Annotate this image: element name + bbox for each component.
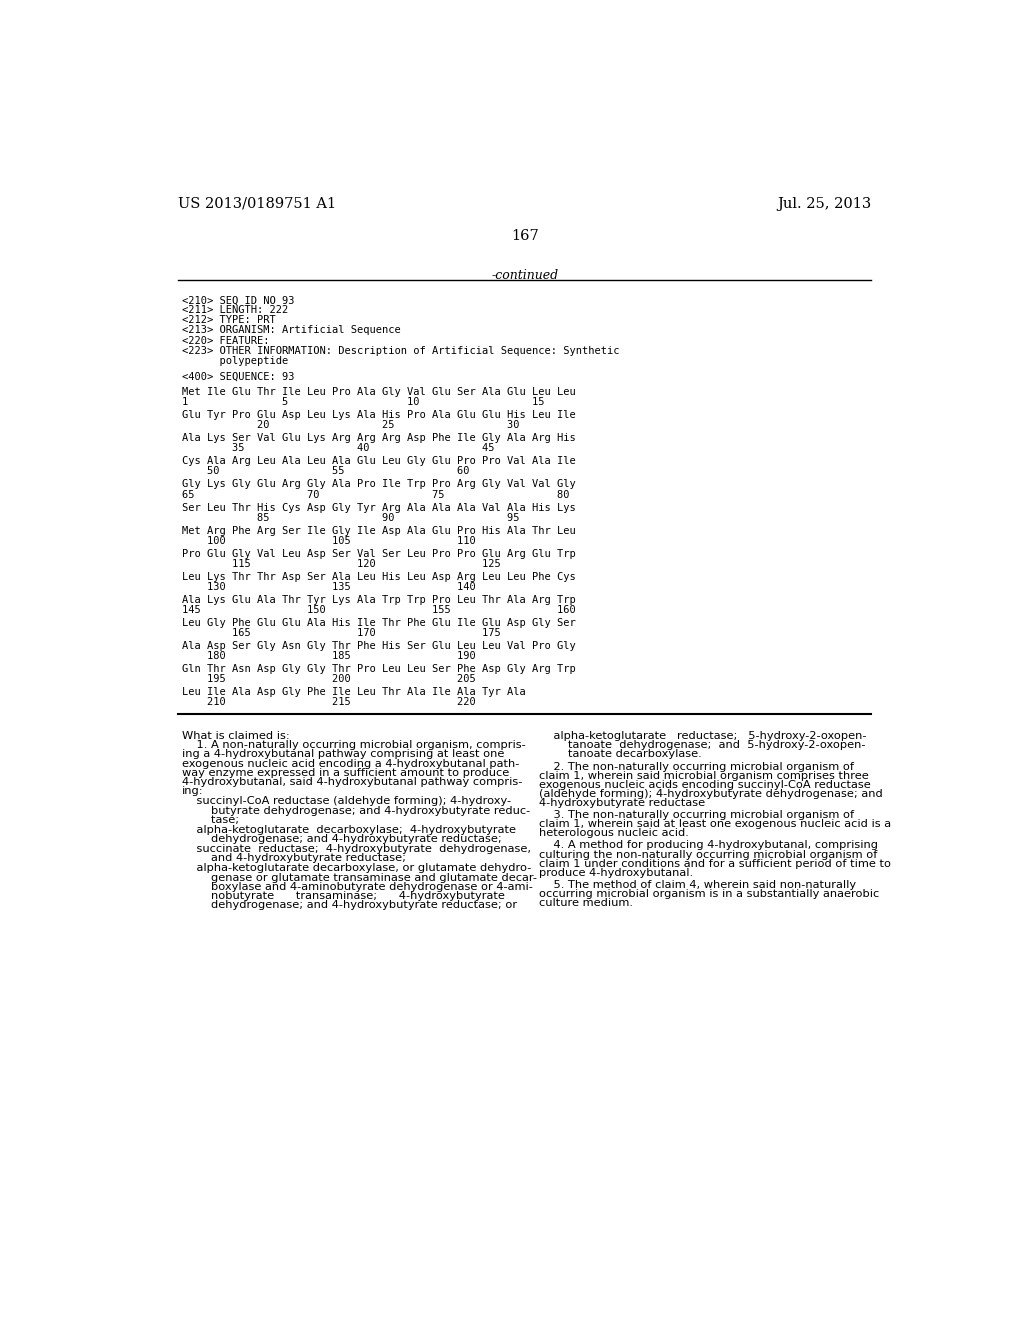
Text: boxylase and 4-aminobutyrate dehydrogenase or 4-ami-: boxylase and 4-aminobutyrate dehydrogena… [182,882,534,892]
Text: dehydrogenase; and 4-hydroxybutyrate reductase; or: dehydrogenase; and 4-hydroxybutyrate red… [182,900,517,909]
Text: 65                  70                  75                  80: 65 70 75 80 [182,490,569,499]
Text: 145                 150                 155                 160: 145 150 155 160 [182,605,575,615]
Text: 130                 135                 140: 130 135 140 [182,582,476,591]
Text: Leu Gly Phe Glu Glu Ala His Ile Thr Phe Glu Ile Glu Asp Gly Ser: Leu Gly Phe Glu Glu Ala His Ile Thr Phe … [182,618,575,628]
Text: ing a 4-hydroxybutanal pathway comprising at least one: ing a 4-hydroxybutanal pathway comprisin… [182,750,505,759]
Text: 85                  90                  95: 85 90 95 [182,512,520,523]
Text: Jul. 25, 2013: Jul. 25, 2013 [777,197,871,211]
Text: 35                  40                  45: 35 40 45 [182,444,495,453]
Text: Ala Asp Ser Gly Asn Gly Thr Phe His Ser Glu Leu Leu Val Pro Gly: Ala Asp Ser Gly Asn Gly Thr Phe His Ser … [182,642,575,651]
Text: 5. The method of claim 4, wherein said non-naturally: 5. The method of claim 4, wherein said n… [539,880,856,890]
Text: alpha-ketoglutarate  decarboxylase;  4-hydroxybutyrate: alpha-ketoglutarate decarboxylase; 4-hyd… [182,825,516,834]
Text: and 4-hydroxybutyrate reductase;: and 4-hydroxybutyrate reductase; [182,853,407,863]
Text: <211> LENGTH: 222: <211> LENGTH: 222 [182,305,289,315]
Text: 50                  55                  60: 50 55 60 [182,466,470,477]
Text: <223> OTHER INFORMATION: Description of Artificial Sequence: Synthetic: <223> OTHER INFORMATION: Description of … [182,346,620,355]
Text: 1               5                   10                  15: 1 5 10 15 [182,397,545,407]
Text: <212> TYPE: PRT: <212> TYPE: PRT [182,315,276,326]
Text: nobutyrate      transaminase;      4-hydroxybutyrate: nobutyrate transaminase; 4-hydroxybutyra… [182,891,505,900]
Text: ing:: ing: [182,785,204,796]
Text: 180                 185                 190: 180 185 190 [182,651,476,661]
Text: 115                 120                 125: 115 120 125 [182,558,501,569]
Text: Ser Leu Thr His Cys Asp Gly Tyr Arg Ala Ala Ala Val Ala His Lys: Ser Leu Thr His Cys Asp Gly Tyr Arg Ala … [182,503,575,512]
Text: heterologous nucleic acid.: heterologous nucleic acid. [539,829,688,838]
Text: exogenous nucleic acids encoding succinyl-CoA reductase: exogenous nucleic acids encoding succiny… [539,780,870,789]
Text: 3. The non-naturally occurring microbial organism of: 3. The non-naturally occurring microbial… [539,810,854,820]
Text: Gly Lys Gly Glu Arg Gly Ala Pro Ile Trp Pro Arg Gly Val Val Gly: Gly Lys Gly Glu Arg Gly Ala Pro Ile Trp … [182,479,575,490]
Text: 100                 105                 110: 100 105 110 [182,536,476,545]
Text: Ala Lys Glu Ala Thr Tyr Lys Ala Trp Trp Pro Leu Thr Ala Arg Trp: Ala Lys Glu Ala Thr Tyr Lys Ala Trp Trp … [182,595,575,605]
Text: Leu Ile Ala Asp Gly Phe Ile Leu Thr Ala Ile Ala Tyr Ala: Leu Ile Ala Asp Gly Phe Ile Leu Thr Ala … [182,688,526,697]
Text: Leu Lys Thr Thr Asp Ser Ala Leu His Leu Asp Arg Leu Leu Phe Cys: Leu Lys Thr Thr Asp Ser Ala Leu His Leu … [182,572,575,582]
Text: <400> SEQUENCE: 93: <400> SEQUENCE: 93 [182,372,295,381]
Text: Pro Glu Gly Val Leu Asp Ser Val Ser Leu Pro Pro Glu Arg Glu Trp: Pro Glu Gly Val Leu Asp Ser Val Ser Leu … [182,549,575,558]
Text: succinate  reductase;  4-hydroxybutyrate  dehydrogenase,: succinate reductase; 4-hydroxybutyrate d… [182,845,531,854]
Text: 195                 200                 205: 195 200 205 [182,675,476,684]
Text: exogenous nucleic acid encoding a 4-hydroxybutanal path-: exogenous nucleic acid encoding a 4-hydr… [182,759,519,768]
Text: 4. A method for producing 4-hydroxybutanal, comprising: 4. A method for producing 4-hydroxybutan… [539,841,878,850]
Text: US 2013/0189751 A1: US 2013/0189751 A1 [178,197,337,211]
Text: claim 1 under conditions and for a sufficient period of time to: claim 1 under conditions and for a suffi… [539,858,891,869]
Text: 2. The non-naturally occurring microbial organism of: 2. The non-naturally occurring microbial… [539,762,854,772]
Text: Met Arg Phe Arg Ser Ile Gly Ile Asp Ala Glu Pro His Ala Thr Leu: Met Arg Phe Arg Ser Ile Gly Ile Asp Ala … [182,525,575,536]
Text: 165                 170                 175: 165 170 175 [182,628,501,638]
Text: <210> SEQ ID NO 93: <210> SEQ ID NO 93 [182,296,295,305]
Text: Ala Lys Ser Val Glu Lys Arg Arg Arg Asp Phe Ile Gly Ala Arg His: Ala Lys Ser Val Glu Lys Arg Arg Arg Asp … [182,433,575,444]
Text: culture medium.: culture medium. [539,898,633,908]
Text: tanoate decarboxylase.: tanoate decarboxylase. [539,750,701,759]
Text: -continued: -continued [492,268,558,281]
Text: <220> FEATURE:: <220> FEATURE: [182,335,269,346]
Text: culturing the non-naturally occurring microbial organism of: culturing the non-naturally occurring mi… [539,850,878,859]
Text: What is claimed is:: What is claimed is: [182,731,290,742]
Text: tanoate  dehydrogenase;  and  5-hydroxy-2-oxopen-: tanoate dehydrogenase; and 5-hydroxy-2-o… [539,741,865,750]
Text: 20                  25                  30: 20 25 30 [182,420,520,430]
Text: claim 1, wherein said at least one exogenous nucleic acid is a: claim 1, wherein said at least one exoge… [539,820,891,829]
Text: Gln Thr Asn Asp Gly Gly Thr Pro Leu Leu Ser Phe Asp Gly Arg Trp: Gln Thr Asn Asp Gly Gly Thr Pro Leu Leu … [182,664,575,675]
Text: way enzyme expressed in a sufficient amount to produce: way enzyme expressed in a sufficient amo… [182,768,510,777]
Text: polypeptide: polypeptide [182,355,289,366]
Text: 4-hydroxybutanal, said 4-hydroxybutanal pathway compris-: 4-hydroxybutanal, said 4-hydroxybutanal … [182,776,522,787]
Text: 167: 167 [511,230,539,243]
Text: Met Ile Glu Thr Ile Leu Pro Ala Gly Val Glu Ser Ala Glu Leu Leu: Met Ile Glu Thr Ile Leu Pro Ala Gly Val … [182,387,575,397]
Text: 4-hydroxybutyrate reductase: 4-hydroxybutyrate reductase [539,799,705,808]
Text: Glu Tyr Pro Glu Asp Leu Lys Ala His Pro Ala Glu Glu His Leu Ile: Glu Tyr Pro Glu Asp Leu Lys Ala His Pro … [182,411,575,420]
Text: <213> ORGANISM: Artificial Sequence: <213> ORGANISM: Artificial Sequence [182,326,401,335]
Text: 210                 215                 220: 210 215 220 [182,697,476,708]
Text: occurring microbial organism is in a substantially anaerobic: occurring microbial organism is in a sub… [539,888,879,899]
Text: produce 4-hydroxybutanal.: produce 4-hydroxybutanal. [539,867,693,878]
Text: (aldehyde forming); 4-hydroxybutyrate dehydrogenase; and: (aldehyde forming); 4-hydroxybutyrate de… [539,789,883,799]
Text: 1. A non-naturally occurring microbial organism, compris-: 1. A non-naturally occurring microbial o… [182,741,526,750]
Text: genase or glutamate transaminase and glutamate decar-: genase or glutamate transaminase and glu… [182,873,538,883]
Text: alpha-ketoglutarate   reductase;   5-hydroxy-2-oxopen-: alpha-ketoglutarate reductase; 5-hydroxy… [539,731,866,742]
Text: claim 1, wherein said microbial organism comprises three: claim 1, wherein said microbial organism… [539,771,868,780]
Text: dehydrogenase; and 4-hydroxybutyrate reductase;: dehydrogenase; and 4-hydroxybutyrate red… [182,834,502,843]
Text: butyrate dehydrogenase; and 4-hydroxybutyrate reduc-: butyrate dehydrogenase; and 4-hydroxybut… [182,805,530,816]
Text: Cys Ala Arg Leu Ala Leu Ala Glu Leu Gly Glu Pro Pro Val Ala Ile: Cys Ala Arg Leu Ala Leu Ala Glu Leu Gly … [182,457,575,466]
Text: succinyl-CoA reductase (aldehyde forming); 4-hydroxy-: succinyl-CoA reductase (aldehyde forming… [182,796,511,807]
Text: alpha-ketoglutarate decarboxylase, or glutamate dehydro-: alpha-ketoglutarate decarboxylase, or gl… [182,863,531,874]
Text: tase;: tase; [182,814,240,825]
